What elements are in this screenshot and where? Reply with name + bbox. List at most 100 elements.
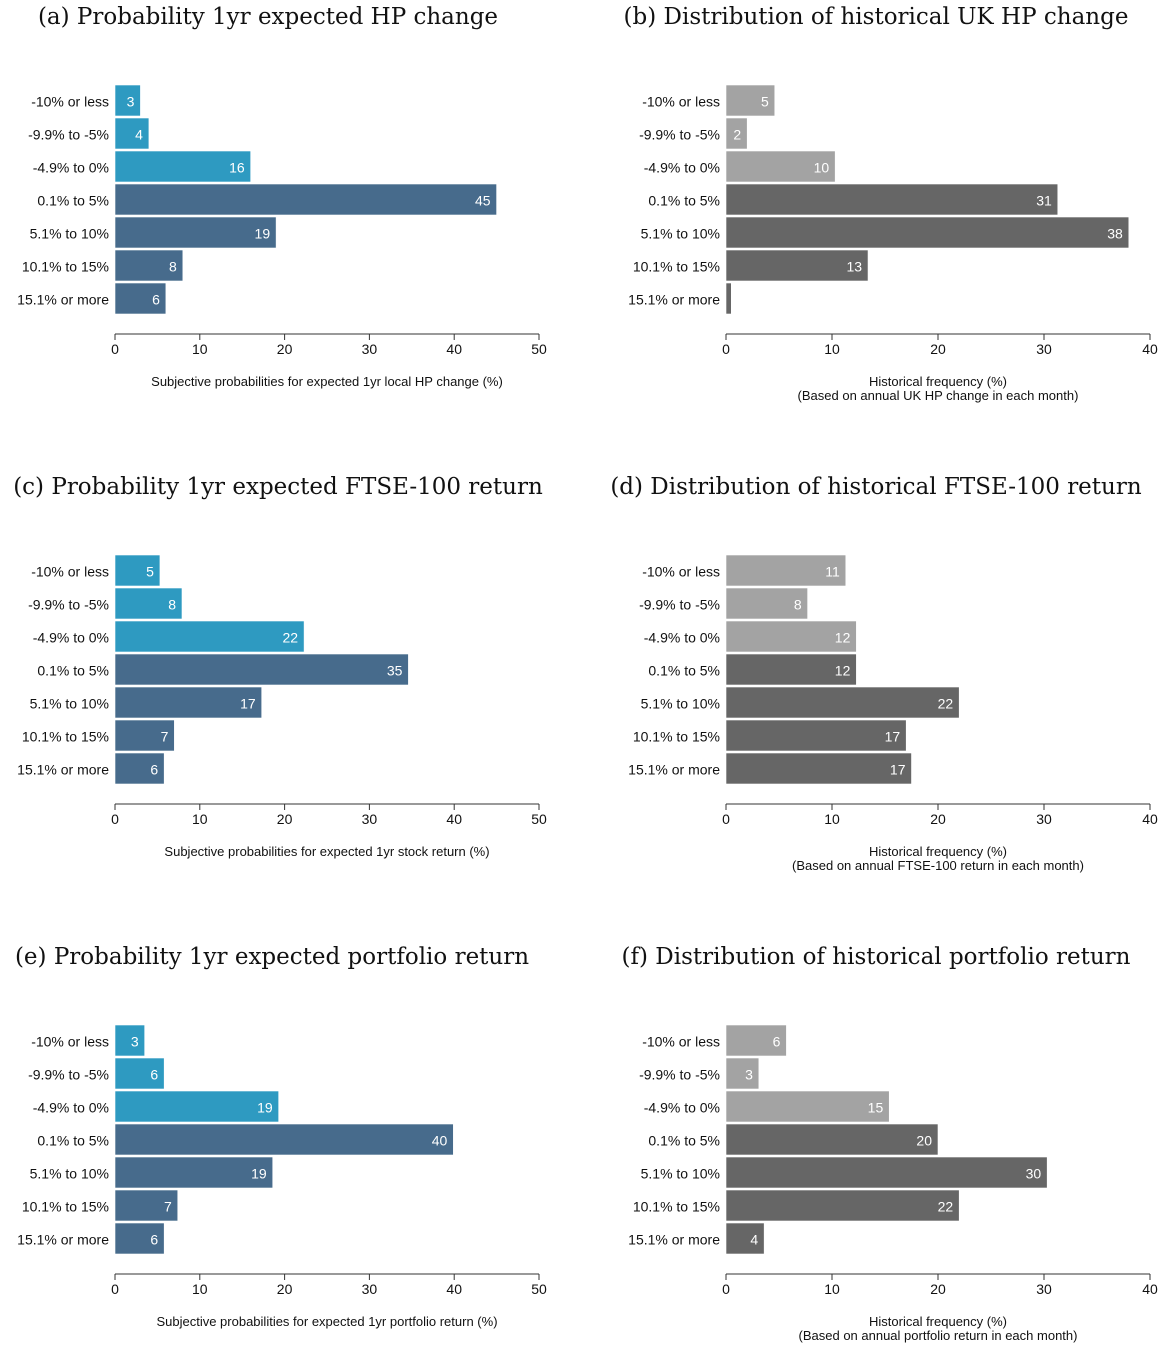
x-axis-label: Historical frequency (%) bbox=[869, 1314, 1007, 1329]
category-label: -4.9% to 0% bbox=[33, 160, 109, 176]
category-label: 15.1% or more bbox=[17, 292, 109, 308]
bar bbox=[725, 117, 748, 150]
panel-c: (c) Probability 1yr expected FTSE-100 re… bbox=[0, 470, 584, 910]
category-label: -9.9% to -5% bbox=[28, 1067, 109, 1083]
bar bbox=[114, 183, 497, 216]
panel-b: (b) Distribution of historical UK HP cha… bbox=[584, 0, 1168, 440]
bar-value-label: 10 bbox=[814, 160, 830, 176]
bar-value-label: 17 bbox=[890, 762, 906, 778]
category-label: 15.1% or more bbox=[17, 1232, 109, 1248]
x-tick-label: 20 bbox=[930, 341, 946, 357]
bar-value-label: 4 bbox=[750, 1232, 758, 1248]
x-tick-label: 20 bbox=[277, 811, 293, 827]
panel-title: (b) Distribution of historical UK HP cha… bbox=[623, 4, 1129, 30]
x-tick-label: 50 bbox=[531, 811, 547, 827]
x-tick-label: 10 bbox=[192, 811, 208, 827]
bar bbox=[114, 1090, 279, 1123]
bar bbox=[114, 1057, 165, 1090]
x-tick-label: 20 bbox=[277, 341, 293, 357]
x-tick-label: 30 bbox=[362, 341, 378, 357]
bar-value-label: 30 bbox=[1026, 1166, 1042, 1182]
category-label: 10.1% to 15% bbox=[22, 259, 109, 275]
x-tick-label: 0 bbox=[722, 341, 730, 357]
bar-value-label: 6 bbox=[152, 292, 160, 308]
bar bbox=[725, 719, 907, 752]
bar-value-label: 12 bbox=[835, 630, 851, 646]
bar-value-label: 5 bbox=[761, 94, 769, 110]
panel-title: (e) Probability 1yr expected portfolio r… bbox=[14, 944, 530, 970]
bar-value-label: 38 bbox=[1107, 226, 1123, 242]
bar bbox=[725, 554, 847, 587]
bar-value-label: 8 bbox=[169, 259, 177, 275]
panel-title: (d) Distribution of historical FTSE-100 … bbox=[610, 474, 1142, 500]
bar-value-label: 2 bbox=[733, 127, 741, 143]
bar bbox=[725, 1222, 765, 1255]
bar bbox=[725, 1156, 1048, 1189]
x-tick-label: 50 bbox=[531, 341, 547, 357]
bar bbox=[114, 1222, 165, 1255]
bar-value-label: 22 bbox=[938, 1199, 954, 1215]
x-tick-label: 30 bbox=[1036, 341, 1052, 357]
category-label: -4.9% to 0% bbox=[644, 1100, 720, 1116]
x-tick-label: 40 bbox=[1142, 1281, 1158, 1297]
category-label: 10.1% to 15% bbox=[633, 729, 720, 745]
bar-value-label: 8 bbox=[794, 597, 802, 613]
category-label: -4.9% to 0% bbox=[644, 630, 720, 646]
bar-value-label: 7 bbox=[164, 1199, 172, 1215]
bar-value-label: 11 bbox=[825, 564, 840, 580]
bar bbox=[114, 84, 141, 117]
bar bbox=[725, 1123, 939, 1156]
category-label: -9.9% to -5% bbox=[639, 597, 720, 613]
category-label: 5.1% to 10% bbox=[641, 696, 720, 712]
category-label: 0.1% to 5% bbox=[37, 1133, 109, 1149]
category-label: 15.1% or more bbox=[628, 762, 720, 778]
category-label: -4.9% to 0% bbox=[33, 1100, 109, 1116]
bar-value-label: 3 bbox=[131, 1034, 139, 1050]
bar bbox=[114, 719, 175, 752]
bar bbox=[725, 216, 1130, 249]
bar bbox=[114, 282, 167, 315]
category-label: 15.1% or more bbox=[628, 1232, 720, 1248]
bar-value-label: 19 bbox=[257, 1100, 273, 1116]
bar bbox=[725, 587, 808, 620]
category-label: -9.9% to -5% bbox=[639, 1067, 720, 1083]
bar-value-label: 19 bbox=[251, 1166, 267, 1182]
x-axis-label: Historical frequency (%) bbox=[869, 844, 1007, 859]
x-tick-label: 50 bbox=[531, 1281, 547, 1297]
bar-value-label: 5 bbox=[146, 564, 154, 580]
panel-a: (a) Probability 1yr expected HP change -… bbox=[0, 0, 584, 440]
category-label: 15.1% or more bbox=[628, 292, 720, 308]
bar-value-label: 8 bbox=[168, 597, 176, 613]
bar-value-label: 35 bbox=[387, 663, 403, 679]
bar bbox=[114, 554, 161, 587]
category-label: -9.9% to -5% bbox=[639, 127, 720, 143]
bar-value-label: 17 bbox=[240, 696, 256, 712]
bar-value-label: 22 bbox=[283, 630, 299, 646]
x-tick-label: 0 bbox=[111, 1281, 119, 1297]
bar-value-label: 40 bbox=[432, 1133, 448, 1149]
bar-value-label: 19 bbox=[255, 226, 271, 242]
x-tick-label: 20 bbox=[930, 1281, 946, 1297]
x-tick-label: 10 bbox=[824, 811, 840, 827]
bar bbox=[725, 620, 857, 653]
x-axis-label: Subjective probabilities for expected 1y… bbox=[164, 844, 489, 859]
bar bbox=[114, 620, 305, 653]
x-axis-label: (Based on annual FTSE-100 return in each… bbox=[792, 858, 1084, 873]
bar bbox=[114, 653, 409, 686]
category-label: -10% or less bbox=[31, 564, 109, 580]
category-label: 5.1% to 10% bbox=[641, 226, 720, 242]
category-label: 10.1% to 15% bbox=[633, 259, 720, 275]
chart-c: -10% or less 5 -9.9% to -5% 8 -4.9% to 0% 22 0… bbox=[17, 554, 547, 859]
x-axis-label: (Based on annual UK HP change in each mo… bbox=[798, 388, 1079, 403]
x-tick-label: 30 bbox=[362, 1281, 378, 1297]
bar bbox=[725, 1057, 760, 1090]
bar bbox=[725, 686, 960, 719]
category-label: 10.1% to 15% bbox=[633, 1199, 720, 1215]
x-axis-label: Subjective probabilities for expected 1y… bbox=[151, 374, 503, 389]
x-tick-label: 20 bbox=[930, 811, 946, 827]
bar bbox=[114, 1024, 145, 1057]
bar bbox=[725, 183, 1059, 216]
x-tick-label: 30 bbox=[362, 811, 378, 827]
bar-value-label: 4 bbox=[135, 127, 143, 143]
